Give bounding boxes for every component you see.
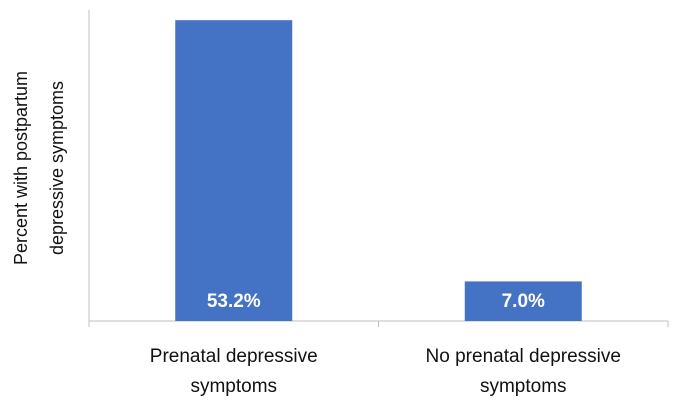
- y-axis-label-line-2: depressive symptoms: [47, 81, 67, 255]
- x-tick-label-1-line-2: symptoms: [190, 376, 277, 397]
- x-tick-marks: [88, 321, 669, 327]
- x-tick-label-2-line-2: symptoms: [480, 376, 567, 397]
- data-label-2: 7.0%: [502, 291, 545, 312]
- bar-2: [464, 281, 582, 321]
- y-axis-label-line-1: Percent with postpartum: [11, 71, 31, 265]
- bars-group: 53.2% 7.0%: [175, 20, 582, 321]
- x-tick-labels: Prenatal depressive symptoms No prenatal d…: [150, 346, 621, 397]
- x-tick-label-2-line-1: No prenatal depressive: [426, 346, 621, 367]
- data-label-1: 53.2%: [207, 291, 261, 312]
- x-tick-label-1-line-1: Prenatal depressive: [150, 346, 318, 367]
- y-axis-label: Percent with postpartum depressive sympt…: [11, 71, 67, 265]
- bar-1: [175, 20, 293, 321]
